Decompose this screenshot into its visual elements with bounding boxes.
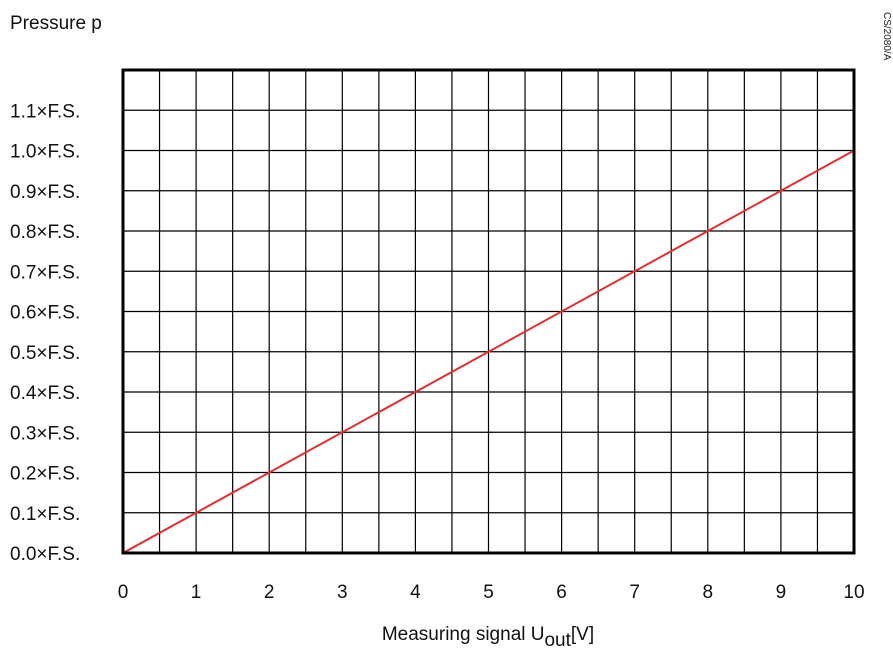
y-tick-label: 1.0×F.S. bbox=[10, 142, 80, 163]
x-tick-label: 7 bbox=[629, 582, 640, 603]
x-tick-labels: 0 1 2 3 4 5 6 7 8 9 10 bbox=[118, 582, 865, 603]
x-tick-label: 8 bbox=[703, 582, 714, 603]
y-tick-label: 0.6×F.S. bbox=[10, 303, 80, 324]
y-tick-label: 1.1×F.S. bbox=[10, 101, 80, 122]
y-tick-label: 0.4×F.S. bbox=[10, 383, 80, 404]
y-axis-title: Pressure p bbox=[10, 13, 102, 34]
grid bbox=[123, 70, 854, 553]
x-tick-label: 0 bbox=[118, 582, 129, 603]
x-axis-title-unit: [V] bbox=[571, 624, 594, 645]
x-tick-label: 4 bbox=[410, 582, 421, 603]
y-tick-label: 0.5×F.S. bbox=[10, 343, 80, 364]
figure-id-label: CS/2080/A bbox=[881, 12, 892, 61]
y-tick-label: 0.3×F.S. bbox=[10, 423, 80, 444]
x-tick-label: 6 bbox=[556, 582, 567, 603]
y-tick-labels: 0.0×F.S. 0.1×F.S. 0.2×F.S. 0.3×F.S. 0.4×F.S.… bbox=[10, 101, 80, 565]
x-tick-label: 2 bbox=[264, 582, 275, 603]
x-tick-label: 1 bbox=[191, 582, 202, 603]
x-axis-title-main: Measuring signal U bbox=[382, 624, 545, 645]
x-tick-label: 9 bbox=[776, 582, 787, 603]
y-tick-label: 0.2×F.S. bbox=[10, 464, 80, 485]
y-tick-label: 0.7×F.S. bbox=[10, 262, 80, 283]
y-tick-label: 0.8×F.S. bbox=[10, 222, 80, 243]
x-axis-title: Measuring signal Uout[V] bbox=[382, 624, 594, 650]
x-tick-label: 10 bbox=[843, 582, 864, 603]
x-axis-title-subscript: out bbox=[544, 630, 571, 650]
x-tick-label: 3 bbox=[337, 582, 348, 603]
y-tick-label: 0.0×F.S. bbox=[10, 544, 80, 565]
y-tick-label: 0.1×F.S. bbox=[10, 504, 80, 525]
y-tick-label: 0.9×F.S. bbox=[10, 182, 80, 203]
x-tick-label: 5 bbox=[483, 582, 494, 603]
